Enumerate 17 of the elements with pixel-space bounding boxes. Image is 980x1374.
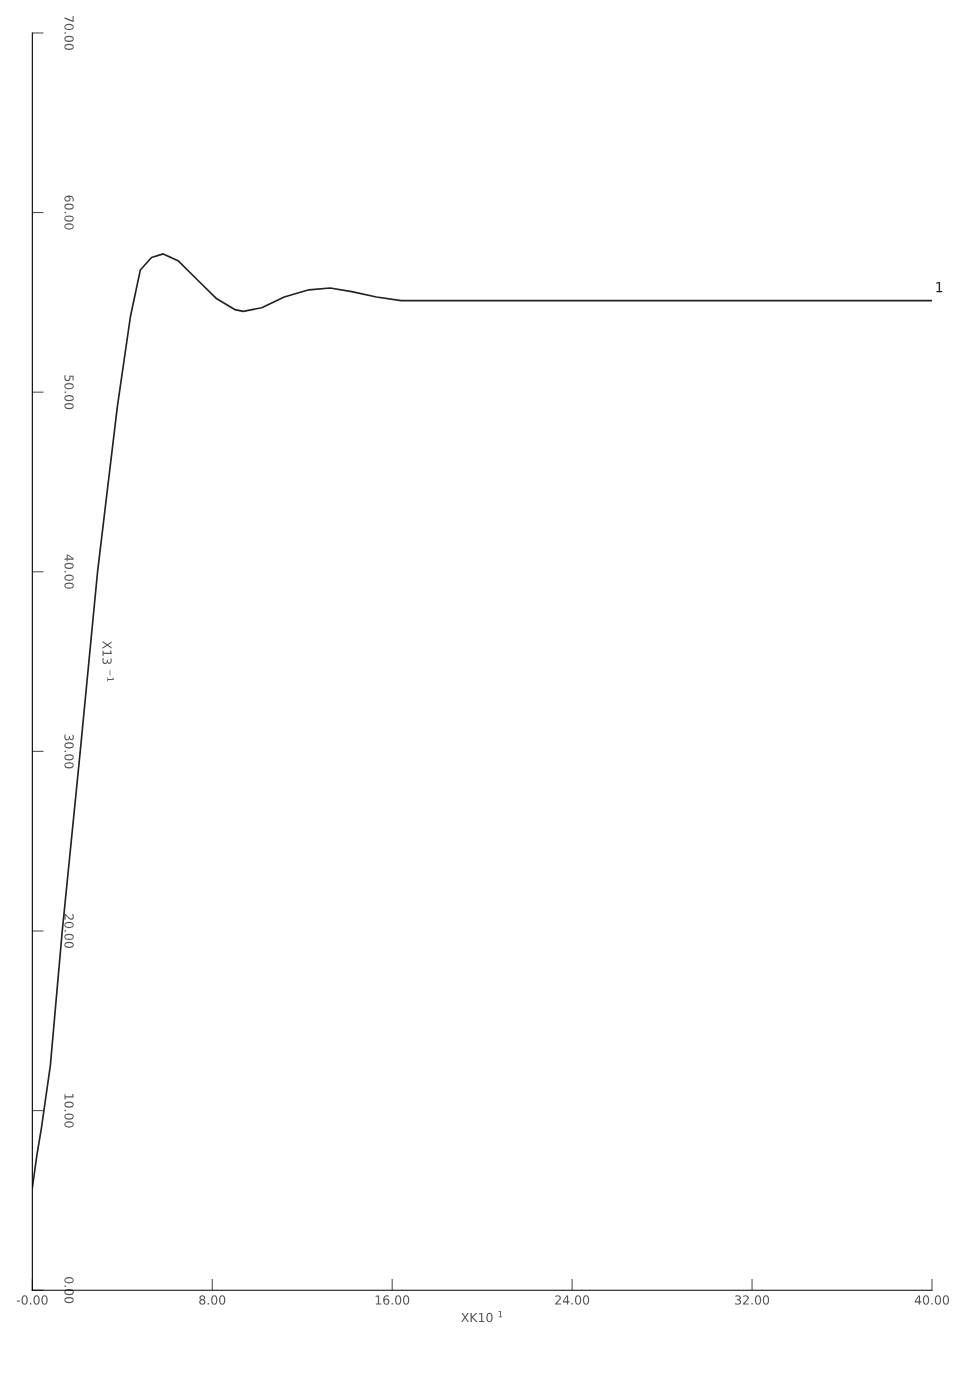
- y-tick-label: 60.00: [64, 195, 74, 230]
- x-tick-label: 40.00: [914, 1295, 950, 1305]
- y-tick-label: 30.00: [64, 734, 74, 769]
- x-axis-title: XK10 $^{1}$: [461, 1310, 503, 1323]
- x-tick-label: 16.00: [375, 1295, 410, 1305]
- x-tick-label: 32.00: [735, 1295, 770, 1305]
- y-tick-label: 70.00: [64, 16, 74, 51]
- y-tick-label: 50.00: [64, 375, 74, 410]
- y-tick-label: 40.00: [64, 554, 74, 589]
- y-tick-label: 10.00: [64, 1094, 74, 1128]
- x-tick-label: 24.00: [555, 1295, 590, 1305]
- x-tick-label: -0.00: [16, 1295, 48, 1305]
- series-label: 1: [936, 282, 943, 293]
- y-tick-label: 0.00: [64, 1277, 74, 1304]
- x-tick-label: 8.00: [199, 1295, 226, 1305]
- y-tick-label: 20.00: [64, 914, 74, 949]
- y-axis-title: X13 $^{−1}$: [102, 641, 114, 682]
